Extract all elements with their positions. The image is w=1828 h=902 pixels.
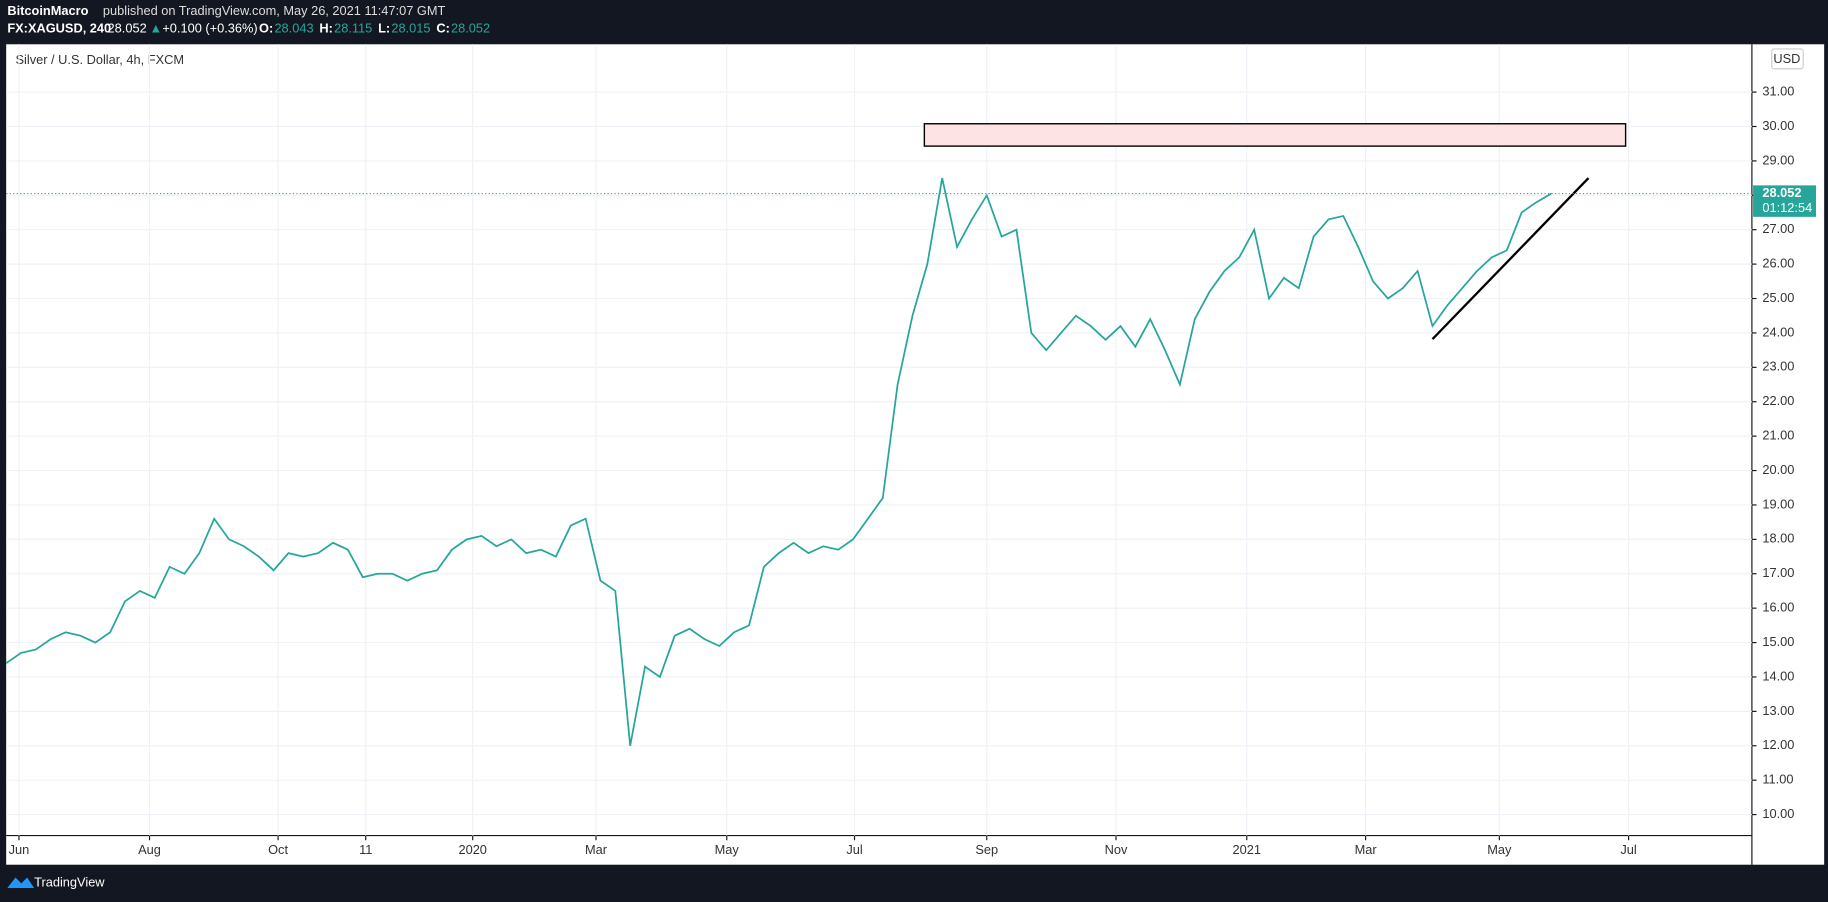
y-tick-label: 19.00	[1762, 496, 1794, 511]
y-tick-label: 17.00	[1762, 565, 1794, 580]
x-tick-label: 2020	[458, 842, 486, 857]
x-tick-label: Jun	[9, 842, 30, 857]
x-tick-label: Mar	[585, 842, 608, 857]
y-tick-label: 31.00	[1762, 83, 1794, 98]
x-tick-label: Aug	[138, 842, 161, 857]
x-tick-label: 11	[359, 842, 372, 857]
y-tick-label: 27.00	[1762, 221, 1794, 236]
ohlc-value: 28.043	[274, 21, 313, 36]
chart-area	[6, 44, 1825, 865]
countdown: 01:12:54	[1762, 200, 1812, 215]
currency: USD	[1773, 51, 1800, 66]
trend-line	[1431, 177, 1590, 340]
up-arrow: ▲	[150, 21, 163, 36]
x-tick-label: May	[1487, 842, 1512, 857]
y-tick-label: 11.00	[1762, 772, 1793, 787]
logo	[7, 877, 35, 889]
change: +0.100 (+0.36%)	[162, 21, 257, 36]
y-tick-label: 15.00	[1762, 634, 1794, 649]
x-tick-label: May	[715, 842, 740, 857]
ohlc-value: 28.015	[391, 21, 430, 36]
x-tick-label: Jul	[846, 842, 862, 857]
published: published on TradingView.com, May 26, 20…	[103, 3, 446, 18]
ohlc: O: 28.043 H: 28.115 L: 28.015 C: 28.052	[259, 21, 490, 36]
ohlc-label: O:	[259, 21, 273, 36]
x-tick-label: Sep	[975, 842, 998, 857]
ohlc-value: 28.115	[334, 21, 372, 36]
y-tick-label: 29.00	[1762, 152, 1794, 167]
currency-box[interactable]	[1771, 48, 1804, 70]
ohlc-label: C:	[436, 21, 450, 36]
ohlc-value: 28.052	[451, 21, 490, 36]
last-price-box	[1753, 185, 1816, 217]
y-tick-label: 13.00	[1762, 703, 1794, 718]
y-tick-label: 22.00	[1762, 393, 1794, 408]
x-tick-label: Oct	[268, 842, 288, 857]
ohlc-label: H:	[319, 21, 333, 36]
y-tick-label: 25.00	[1762, 290, 1794, 305]
chart-title: Silver / U.S. Dollar, 4h, FXCM	[15, 52, 184, 67]
y-tick-label: 18.00	[1762, 531, 1794, 546]
y-tick-label: 16.00	[1762, 600, 1794, 615]
symbol: FX:XAGUSD, 240	[7, 21, 111, 36]
y-tick-label: 14.00	[1762, 668, 1794, 683]
y-tick-label: 23.00	[1762, 359, 1794, 374]
y-tick-label: 24.00	[1762, 324, 1794, 339]
y-tick-label: 26.00	[1762, 256, 1794, 271]
resistance-zone	[923, 123, 1627, 147]
y-tick-label: 21.00	[1762, 428, 1794, 443]
y-tick-label: 20.00	[1762, 462, 1794, 477]
last-price-label: 28.052	[1762, 185, 1801, 200]
author: BitcoinMacro	[7, 3, 88, 18]
y-tick-label: 10.00	[1762, 806, 1794, 821]
x-tick-label: Nov	[1105, 842, 1128, 857]
x-tick-label: 2021	[1233, 842, 1261, 857]
y-tick-label: 30.00	[1762, 118, 1794, 133]
y-tick-label: 12.00	[1762, 737, 1794, 752]
plot: 10.00 11.00 12.00 13.00 14.00 15.00 16.00 17.00…	[5, 44, 1816, 857]
x-tick-label: Jul	[1620, 842, 1636, 857]
ohlc-label: L:	[378, 21, 390, 36]
brand: TradingView	[34, 875, 105, 890]
x-tick-label: Mar	[1355, 842, 1378, 857]
last: 28.052	[108, 21, 147, 36]
price-line	[5, 177, 1552, 746]
